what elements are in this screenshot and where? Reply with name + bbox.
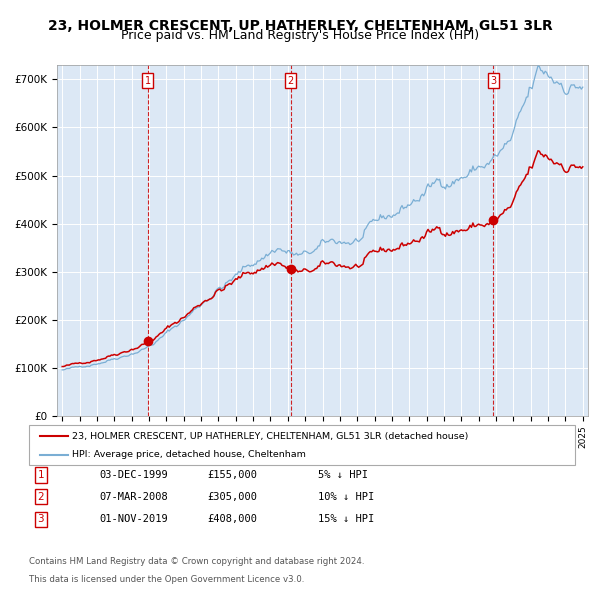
Text: 5% ↓ HPI: 5% ↓ HPI	[318, 470, 368, 480]
Text: £155,000: £155,000	[207, 470, 257, 480]
Text: 2: 2	[37, 492, 44, 502]
Text: 01-NOV-2019: 01-NOV-2019	[99, 514, 168, 524]
Text: This data is licensed under the Open Government Licence v3.0.: This data is licensed under the Open Gov…	[29, 575, 304, 584]
Text: 2: 2	[287, 76, 294, 86]
Text: 07-MAR-2008: 07-MAR-2008	[99, 492, 168, 502]
Text: Contains HM Land Registry data © Crown copyright and database right 2024.: Contains HM Land Registry data © Crown c…	[29, 558, 364, 566]
Text: 15% ↓ HPI: 15% ↓ HPI	[318, 514, 374, 524]
Text: £408,000: £408,000	[207, 514, 257, 524]
Text: 1: 1	[145, 76, 151, 86]
Text: 1: 1	[37, 470, 44, 480]
Text: 10% ↓ HPI: 10% ↓ HPI	[318, 492, 374, 502]
Text: 23, HOLMER CRESCENT, UP HATHERLEY, CHELTENHAM, GL51 3LR (detached house): 23, HOLMER CRESCENT, UP HATHERLEY, CHELT…	[72, 431, 469, 441]
Text: 3: 3	[490, 76, 496, 86]
Text: 03-DEC-1999: 03-DEC-1999	[99, 470, 168, 480]
Text: Price paid vs. HM Land Registry's House Price Index (HPI): Price paid vs. HM Land Registry's House …	[121, 30, 479, 42]
Text: 3: 3	[37, 514, 44, 524]
Text: HPI: Average price, detached house, Cheltenham: HPI: Average price, detached house, Chel…	[72, 450, 306, 460]
Text: £305,000: £305,000	[207, 492, 257, 502]
Text: 23, HOLMER CRESCENT, UP HATHERLEY, CHELTENHAM, GL51 3LR: 23, HOLMER CRESCENT, UP HATHERLEY, CHELT…	[47, 19, 553, 33]
